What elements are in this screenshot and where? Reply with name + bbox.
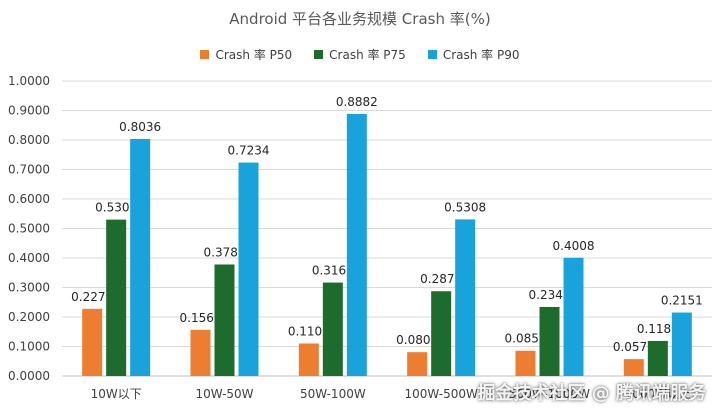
data-label: 0.0856 <box>505 332 547 346</box>
bar <box>563 257 584 376</box>
legend-item-p75: Crash 率 P75 <box>314 46 406 63</box>
bar <box>455 219 476 376</box>
y-tick-label: 1.0000 <box>8 74 50 88</box>
bar <box>190 329 211 376</box>
y-tick-label: 0.4000 <box>8 251 50 265</box>
bar <box>130 138 151 376</box>
data-label: 0.5301 <box>95 201 137 215</box>
data-label: 0.1189 <box>637 322 679 336</box>
data-label: 0.2340 <box>529 288 571 302</box>
legend-item-p50: Crash 率 P50 <box>200 46 292 63</box>
bar <box>431 291 452 376</box>
legend-swatch-p90 <box>427 50 437 59</box>
x-tick-label: 1000W以上 <box>625 387 691 401</box>
bar <box>298 343 319 376</box>
x-tick-label: 10W以下 <box>91 387 142 401</box>
y-tick-label: 0.7000 <box>8 163 50 177</box>
bar <box>671 312 692 376</box>
legend-item-p90: Crash 率 P90 <box>427 46 520 63</box>
y-tick-label: 0.9000 <box>8 104 50 118</box>
x-tick-label: 100W-500W <box>404 387 478 401</box>
x-tick-label: 50W-100W <box>300 387 366 401</box>
legend-label-p50: Crash 率 P50 <box>215 48 293 62</box>
watermark-text: 掘金技术社区 @ 腾讯端服务 <box>477 383 706 404</box>
bar <box>539 306 560 376</box>
data-label: 0.0571 <box>613 340 655 354</box>
data-label: 0.0807 <box>396 333 438 347</box>
y-tick-label: 0.5000 <box>8 222 50 236</box>
bar <box>322 282 343 376</box>
chart-title: Android 平台各业务规模 Crash 率(%) <box>229 10 491 28</box>
data-label: 0.3167 <box>312 264 354 278</box>
data-label: 0.1102 <box>288 324 330 338</box>
data-label: 0.4008 <box>553 239 595 253</box>
data-label: 0.3780 <box>204 245 246 259</box>
y-tick-label: 0.2000 <box>8 310 50 324</box>
data-label: 0.2151 <box>661 294 703 308</box>
legend-label-p90: Crash 率 P90 <box>442 48 520 62</box>
bar <box>238 162 259 376</box>
legend-swatch-p75 <box>314 50 324 59</box>
bar <box>346 113 367 376</box>
data-label: 0.1565 <box>180 311 222 325</box>
y-tick-label: 0.1000 <box>8 340 50 354</box>
legend-swatch-p50 <box>200 50 210 59</box>
x-tick-label: 500W-1000W <box>509 387 590 401</box>
chart-legend: Crash 率 P50 Crash 率 P75 Crash 率 P90 <box>0 46 720 63</box>
y-tick-label: 0.6000 <box>8 192 50 206</box>
x-tick-label: 10W-50W <box>195 387 253 401</box>
y-tick-label: 0.3000 <box>8 281 50 295</box>
y-tick-label: 0.0000 <box>8 369 50 383</box>
data-label: 0.7234 <box>228 144 270 158</box>
bar <box>407 352 428 376</box>
bar <box>515 350 536 376</box>
bar <box>106 219 127 376</box>
bar <box>623 359 644 376</box>
data-label: 0.8036 <box>119 120 161 134</box>
data-label: 0.5308 <box>444 200 486 214</box>
data-label: 0.2873 <box>420 272 462 286</box>
bar <box>214 264 235 376</box>
y-tick-label: 0.8000 <box>8 133 50 147</box>
bar <box>647 340 668 376</box>
bar <box>82 308 103 376</box>
legend-label-p75: Crash 率 P75 <box>329 48 406 62</box>
data-label: 0.2276 <box>71 290 113 304</box>
data-label: 0.8882 <box>336 95 378 109</box>
